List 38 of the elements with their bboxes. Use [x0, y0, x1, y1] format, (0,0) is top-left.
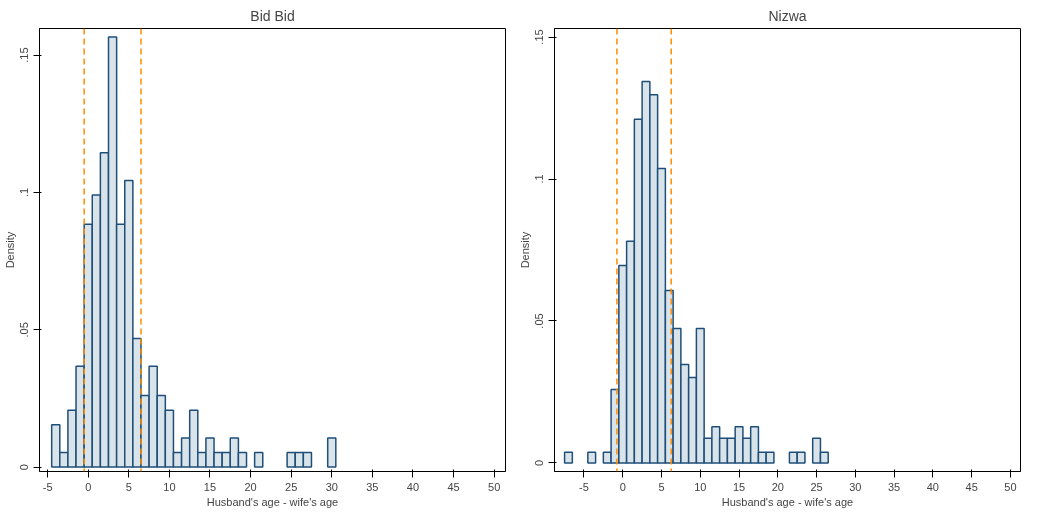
y-axis-title: Density [3, 231, 16, 269]
chart-title: Nizwa [768, 7, 807, 24]
x-tick-label: 45 [447, 480, 460, 493]
x-tick-label: -5 [42, 480, 53, 493]
y-axis-title: Density [518, 231, 531, 269]
y-tick-label: 0 [18, 464, 31, 471]
x-tick-label: 50 [1004, 480, 1017, 493]
x-tick-label: 30 [849, 480, 862, 493]
y-tick-label: 0 [533, 459, 546, 467]
x-tick-label: 10 [163, 480, 176, 493]
x-tick-label: 0 [619, 480, 626, 493]
y-tick-label: .1 [533, 174, 546, 184]
x-tick-label: 15 [203, 480, 217, 493]
x-tick-label: 5 [658, 480, 665, 493]
y-tick-label: .15 [18, 47, 31, 63]
x-tick-label: 35 [366, 480, 379, 493]
x-axis-title: Husband's age - wife's age [721, 495, 854, 508]
x-tick-label: -5 [579, 480, 589, 493]
x-tick-label: 20 [771, 480, 784, 493]
x-tick-label: 20 [244, 480, 257, 493]
x-tick-label: 0 [85, 480, 92, 493]
y-tick-label: .1 [18, 187, 31, 198]
x-tick-label: 40 [926, 480, 940, 493]
x-tick-label: 40 [406, 480, 420, 493]
chart-title: Bid Bid [250, 7, 295, 24]
x-tick-label: 35 [888, 480, 901, 493]
x-axis-title: Husband's age - wife's age [206, 495, 339, 508]
x-tick-label: 10 [694, 480, 707, 493]
x-tick-label: 45 [965, 480, 978, 493]
x-tick-label: 50 [488, 480, 501, 493]
y-tick-label: .05 [533, 313, 546, 329]
x-tick-label: 15 [732, 480, 746, 493]
x-tick-label: 5 [125, 480, 132, 493]
y-tick-label: .15 [533, 29, 546, 45]
x-tick-label: 30 [325, 480, 338, 493]
y-tick-label: .05 [18, 322, 31, 338]
x-tick-label: 25 [810, 480, 823, 493]
x-tick-label: 25 [285, 480, 298, 493]
